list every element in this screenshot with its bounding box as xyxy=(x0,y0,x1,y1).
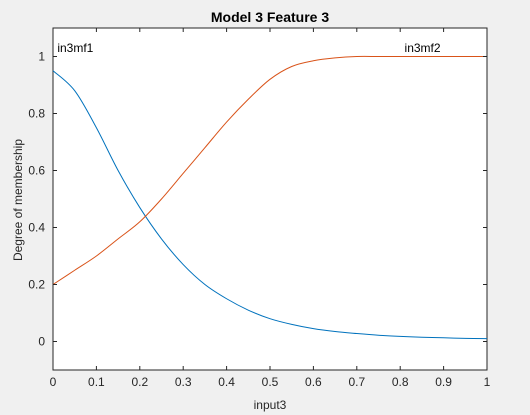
x-tick-label: 0.7 xyxy=(348,375,365,389)
y-tick-label: 0 xyxy=(38,335,45,349)
x-axis-label: input3 xyxy=(254,398,287,412)
x-axis-ticks: 0 0.1 0.2 0.3 0.4 0.5 0.6 0.7 0.8 0.9 1 xyxy=(50,28,491,389)
y-tick-label: 1 xyxy=(38,50,45,64)
x-tick-label: 0.2 xyxy=(131,375,148,389)
x-tick-label: 0 xyxy=(50,375,57,389)
annotations-layer: in3mf1 in3mf2 xyxy=(57,41,441,55)
y-tick-label: 0.2 xyxy=(28,278,45,292)
x-tick-label: 0.5 xyxy=(262,375,279,389)
x-tick-label: 1 xyxy=(484,375,491,389)
curves-layer xyxy=(52,55,488,340)
y-axis-label: Degree of membership xyxy=(11,139,25,261)
x-tick-label: 0.4 xyxy=(218,375,235,389)
x-tick-label: 0.6 xyxy=(305,375,322,389)
x-tick-label: 0.8 xyxy=(392,375,409,389)
plot-area: 0 0.1 0.2 0.3 0.4 0.5 0.6 0.7 0.8 0.9 1 0 0.2 0.4 0.6… xyxy=(28,27,491,389)
series-line-in3mf1 xyxy=(52,70,488,340)
x-tick-label: 0.1 xyxy=(88,375,105,389)
x-tick-label: 0.9 xyxy=(435,375,452,389)
chart-title: Model 3 Feature 3 xyxy=(211,9,329,25)
annotation-label: in3mf2 xyxy=(405,41,441,55)
axes-box xyxy=(52,27,488,371)
y-axis-ticks: 0 0.2 0.4 0.6 0.8 1 xyxy=(28,50,487,349)
y-tick-label: 0.4 xyxy=(28,221,45,235)
y-tick-label: 0.8 xyxy=(28,107,45,121)
series-line-in3mf2 xyxy=(52,55,487,285)
y-tick-label: 0.6 xyxy=(28,164,45,178)
annotation-label: in3mf1 xyxy=(57,41,93,55)
x-tick-label: 0.3 xyxy=(175,375,192,389)
